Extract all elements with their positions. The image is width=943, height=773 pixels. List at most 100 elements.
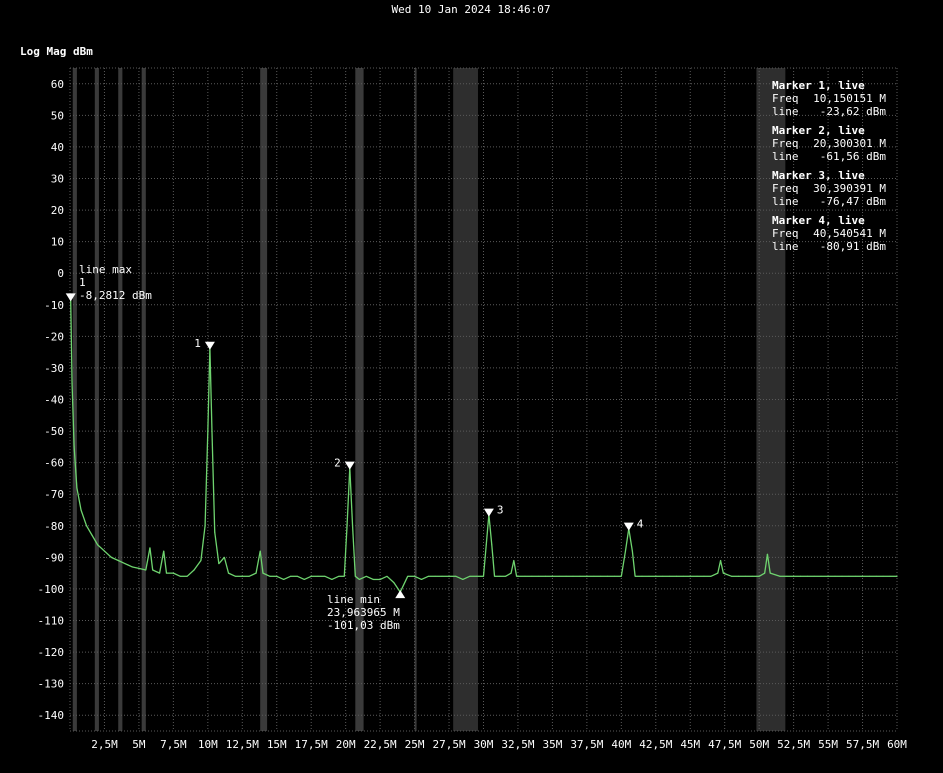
trace-point bbox=[204, 525, 206, 527]
marker-1-line: -23,62 dBm bbox=[820, 105, 887, 118]
trace-segment bbox=[71, 383, 75, 447]
trace-point bbox=[565, 575, 567, 577]
trace-segment bbox=[228, 572, 236, 577]
trace-point bbox=[441, 575, 443, 577]
y-tick-label: 0 bbox=[57, 267, 64, 280]
trace-point bbox=[324, 575, 326, 577]
trace-point bbox=[149, 547, 151, 549]
trace-segment bbox=[624, 528, 630, 552]
trace-segment bbox=[259, 550, 264, 574]
line-min-annotation: line min 23,963965 M -101,03 dBm bbox=[327, 593, 400, 632]
trace-segment bbox=[117, 559, 126, 565]
trace-point bbox=[737, 575, 740, 577]
y-tick-label: -30 bbox=[44, 362, 64, 375]
trace-segment bbox=[386, 575, 395, 584]
trace-point bbox=[889, 575, 891, 577]
trace-point bbox=[152, 569, 154, 571]
trace-point bbox=[455, 575, 457, 577]
trace-point bbox=[289, 575, 292, 577]
y-axis-ticks: 60 50 40 30 20 10 0 -10 -20 -30 -40 -50 -60 -70 -80 -90… bbox=[38, 78, 65, 722]
marker-2-line-label: line bbox=[772, 150, 799, 163]
trace-segment bbox=[393, 582, 401, 593]
trace-segment bbox=[710, 572, 719, 577]
trace-point bbox=[722, 572, 724, 574]
trace-point bbox=[262, 572, 264, 574]
trace-segment bbox=[163, 550, 168, 574]
trace-point bbox=[138, 567, 140, 570]
trace-segment bbox=[91, 534, 99, 546]
trace-point bbox=[386, 575, 388, 577]
trace-segment bbox=[207, 347, 211, 432]
x-tick-label: 50M bbox=[749, 738, 769, 751]
trace-point bbox=[531, 575, 533, 577]
trace-point bbox=[719, 559, 722, 562]
trace-point bbox=[751, 575, 753, 577]
x-tick-label: 12,5M bbox=[226, 738, 259, 751]
trace-segment bbox=[482, 544, 487, 577]
trace-segment bbox=[158, 550, 165, 574]
y-tick-label: -70 bbox=[44, 488, 64, 501]
trace-point bbox=[80, 509, 82, 511]
trace-point bbox=[631, 550, 633, 552]
trace-point bbox=[448, 575, 450, 577]
trace-point bbox=[207, 430, 209, 432]
trace-segment bbox=[758, 572, 766, 577]
trace-segment bbox=[297, 575, 305, 581]
marker-1-triangle bbox=[204, 341, 215, 350]
marker-3-freq-label: Freq bbox=[772, 182, 799, 195]
marker-2-triangle bbox=[344, 461, 355, 470]
trace-point bbox=[269, 575, 271, 577]
trace-segment bbox=[491, 544, 496, 577]
trace-point bbox=[758, 575, 760, 577]
trace-segment bbox=[349, 467, 354, 526]
marker-1-label: 1 bbox=[194, 337, 201, 350]
y-tick-label: -100 bbox=[38, 583, 65, 596]
trace-segment bbox=[462, 575, 470, 581]
marker-3-freq: 30,390391 M bbox=[813, 182, 886, 195]
trace-point bbox=[248, 575, 250, 577]
trace-point bbox=[586, 575, 588, 577]
marker-3-line-label: line bbox=[772, 195, 799, 208]
trace-point bbox=[710, 575, 712, 577]
trace-segment bbox=[131, 566, 140, 570]
trace-point bbox=[117, 559, 119, 562]
trace-segment bbox=[73, 446, 78, 488]
grid bbox=[69, 67, 898, 732]
trace-point bbox=[434, 575, 436, 577]
y-tick-label: 20 bbox=[51, 204, 64, 217]
trace-point bbox=[296, 575, 299, 577]
y-tick-label: -60 bbox=[44, 457, 64, 470]
trace-segment bbox=[276, 575, 284, 581]
trace-point bbox=[510, 572, 512, 574]
marker-1-title: Marker 1, live bbox=[772, 79, 865, 92]
trace-segment bbox=[145, 547, 151, 571]
trace-point bbox=[469, 575, 471, 577]
trace-point bbox=[744, 575, 746, 577]
line-min-freq: 23,963965 M bbox=[327, 606, 400, 619]
trace-segment bbox=[80, 509, 88, 527]
trace-point bbox=[283, 578, 285, 581]
trace-segment bbox=[173, 572, 181, 577]
marker-3-title: Marker 3, live bbox=[772, 169, 865, 182]
trace-segment bbox=[769, 572, 781, 577]
line-min-value: -101,03 dBm bbox=[327, 619, 400, 632]
trace-segment bbox=[223, 557, 230, 574]
trace-point bbox=[558, 575, 560, 577]
trace-point bbox=[379, 578, 381, 581]
line-max-label: line max bbox=[79, 263, 132, 276]
trace-segment bbox=[764, 554, 769, 574]
y-tick-label: -120 bbox=[38, 646, 65, 659]
trace-point bbox=[696, 575, 698, 577]
trace-segment bbox=[421, 575, 429, 581]
x-tick-label: 52,5M bbox=[777, 738, 810, 751]
x-tick-label: 27,5M bbox=[432, 738, 465, 751]
line-max-value: -8,2812 dBm bbox=[79, 289, 152, 302]
trace-point bbox=[427, 575, 429, 577]
trace-point bbox=[861, 575, 864, 577]
x-tick-label: 57,5M bbox=[846, 738, 879, 751]
trace-segment bbox=[351, 525, 356, 577]
marker-2-title: Marker 2, live bbox=[772, 124, 865, 137]
trace-segment bbox=[200, 525, 206, 561]
trace-point bbox=[648, 575, 650, 577]
y-tick-label: 30 bbox=[51, 173, 64, 186]
